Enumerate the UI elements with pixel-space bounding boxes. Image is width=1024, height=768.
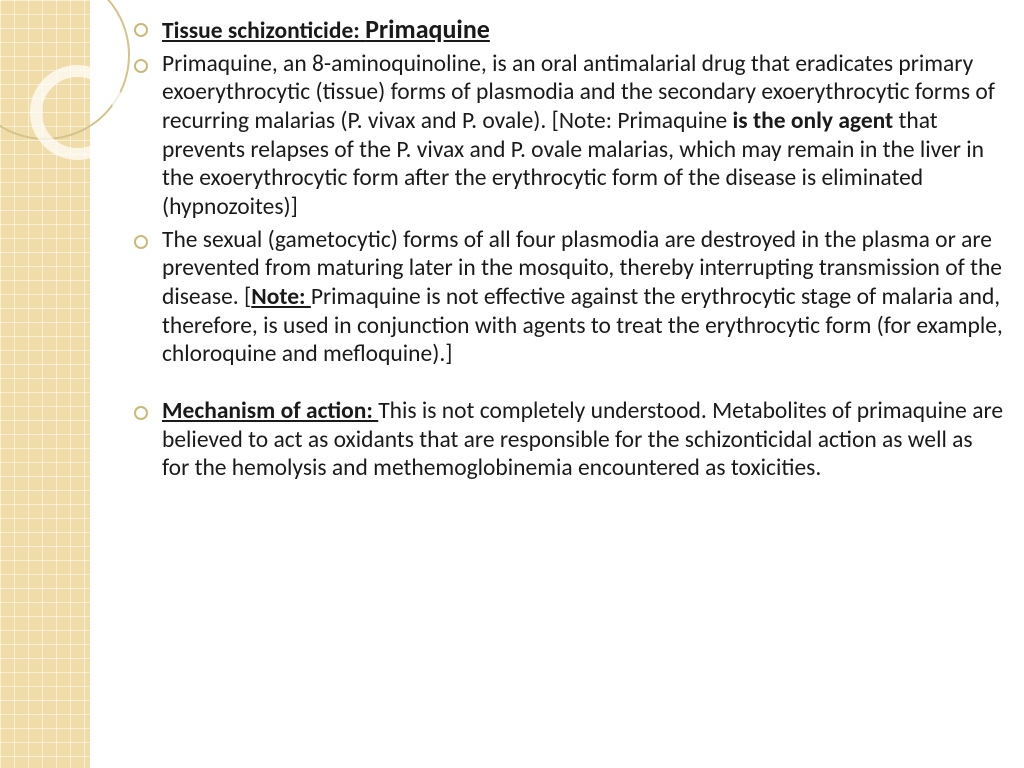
title-prefix: Tissue schizonticide:: [162, 17, 365, 45]
slide-content: Tissue schizonticide: Primaquine Primaqu…: [128, 14, 1004, 487]
bullet-title: Tissue schizonticide: Primaquine: [128, 14, 1004, 46]
title-drug-name: Primaquine: [365, 13, 490, 45]
text-bold-underline: Mechanism of action:: [162, 397, 378, 425]
slide-left-decoration: [0, 0, 90, 768]
bullet-item: Mechanism of action: This is not complet…: [128, 397, 1004, 483]
text-bold-underline: Note:: [251, 283, 311, 311]
text-bold: is the only agent: [733, 107, 899, 135]
decoration-ring-inner: [30, 65, 125, 160]
bullet-item: The sexual (gametocytic) forms of all fo…: [128, 226, 1004, 369]
bullet-list: Tissue schizonticide: Primaquine Primaqu…: [128, 14, 1004, 483]
bullet-item: Primaquine, an 8-aminoquinoline, is an o…: [128, 50, 1004, 222]
